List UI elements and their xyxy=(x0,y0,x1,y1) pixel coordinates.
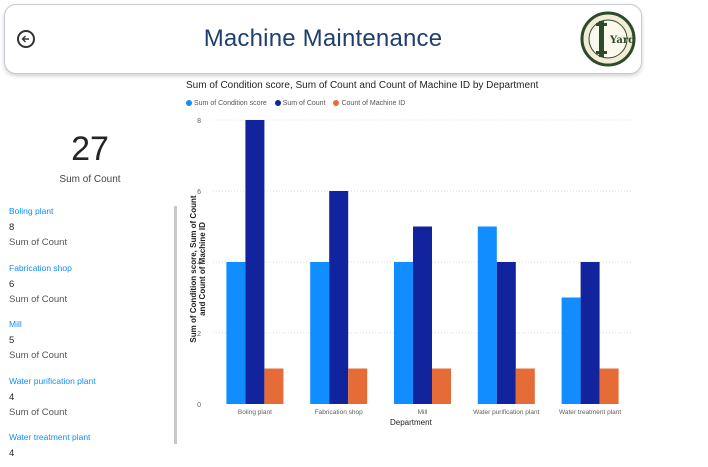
page-title: Machine Maintenance xyxy=(203,25,443,52)
card-label: Sum of Count xyxy=(9,237,68,248)
kpi-total-count: 27 xyxy=(71,130,109,168)
card-value: 5 xyxy=(9,335,15,346)
card-value: 6 xyxy=(9,279,15,290)
card-item: Water treatment plant 4 xyxy=(9,432,90,463)
arrow-left-icon xyxy=(21,35,29,43)
bar[interactable] xyxy=(310,262,330,404)
card-label: Sum of Count xyxy=(9,350,68,361)
card-label: Sum of Count xyxy=(9,407,68,418)
bar[interactable] xyxy=(226,262,246,404)
x-tick-label: Fabrication shop xyxy=(315,409,363,416)
card-value: 4 xyxy=(9,392,15,403)
card-category: Mill xyxy=(9,319,22,329)
card-label: Sum of Count xyxy=(9,294,68,305)
card-value: 8 xyxy=(9,222,15,233)
bar[interactable] xyxy=(515,368,535,405)
x-axis-title: Department xyxy=(390,418,432,427)
bar[interactable] xyxy=(394,262,413,404)
x-tick-label: Water purification plant xyxy=(473,409,539,416)
y-tick-label: 2 xyxy=(197,331,201,338)
bar[interactable] xyxy=(561,297,581,405)
card-item: Fabrication shop 6 Sum of Count xyxy=(9,263,72,307)
legend-marker xyxy=(274,100,281,106)
bar[interactable] xyxy=(348,368,368,405)
card-category: Water treatment plant xyxy=(9,432,91,442)
bar[interactable] xyxy=(413,226,432,405)
card-category: Boling plant xyxy=(9,206,54,216)
chart-title: Sum of Condition score, Sum of Count and… xyxy=(186,80,539,91)
card-item: Boling plant 8 Sum of Count xyxy=(9,206,67,250)
bar[interactable] xyxy=(245,120,265,404)
svg-text:Yard: Yard xyxy=(609,35,635,46)
card-category: Water purification plant xyxy=(9,376,96,386)
company-logo: Yard xyxy=(580,11,636,67)
report-header: Machine Maintenance Yard xyxy=(4,4,642,74)
x-tick-label: Mill xyxy=(418,409,428,416)
x-tick-label: Water treatment plant xyxy=(559,409,621,416)
bar[interactable] xyxy=(599,368,619,405)
card-scrollbar[interactable] xyxy=(174,206,177,444)
legend-item[interactable]: Sum of Condition score xyxy=(186,100,267,107)
legend-item[interactable]: Count of Machine ID xyxy=(333,100,405,107)
x-tick-label: Boling plant xyxy=(238,409,272,416)
bar[interactable] xyxy=(580,262,600,404)
legend-item[interactable]: Sum of Count xyxy=(274,100,326,107)
card-value: 4 xyxy=(9,448,15,459)
bar[interactable] xyxy=(329,191,349,404)
card-category: Fabrication shop xyxy=(9,263,72,273)
chart-legend: Sum of Condition score Sum of Count Coun… xyxy=(186,100,411,107)
legend-label: Sum of Condition score xyxy=(194,100,267,107)
y-tick-label: 4 xyxy=(197,260,201,267)
kpi-label: Sum of Count xyxy=(59,174,121,185)
bar[interactable] xyxy=(432,368,451,405)
legend-marker xyxy=(333,100,340,106)
legend-marker xyxy=(186,100,192,106)
back-button[interactable] xyxy=(17,30,35,48)
bar[interactable] xyxy=(477,226,497,405)
multi-row-card: Boling plant 8 Sum of Count Fabrication … xyxy=(0,204,176,467)
y-tick-label: 0 xyxy=(197,402,201,409)
y-tick-label: 8 xyxy=(197,118,201,125)
y-tick-label: 6 xyxy=(197,189,201,196)
card-item: Mill 5 Sum of Count xyxy=(9,319,67,363)
legend-label: Count of Machine ID xyxy=(341,100,406,107)
bar[interactable] xyxy=(496,262,516,404)
bar[interactable] xyxy=(264,368,284,405)
legend-label: Sum of Count xyxy=(282,100,326,107)
card-item: Water purification plant 4 Sum of Count xyxy=(9,376,96,420)
